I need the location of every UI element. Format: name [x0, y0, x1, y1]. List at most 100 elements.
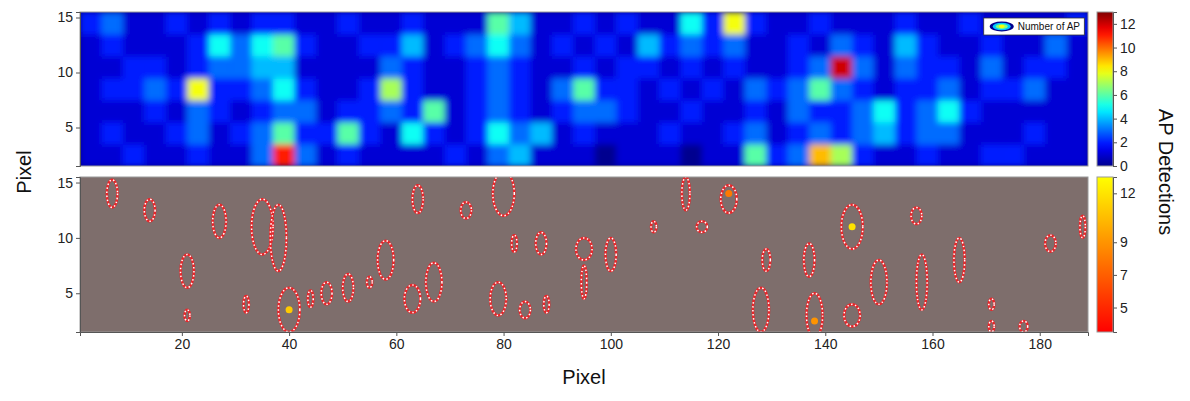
heatmap-cell: [423, 12, 445, 35]
heatmap-cell: [466, 56, 488, 79]
heatmap-cell: [80, 78, 102, 101]
heatmap-cell: [552, 56, 574, 79]
heatmap-cell: [595, 12, 617, 35]
heatmap-cell: [745, 122, 767, 145]
heatmap-cell: [402, 144, 424, 166]
heatmap-cell: [659, 122, 681, 145]
heatmap-cell: [745, 100, 767, 123]
heatmap-cell: [1024, 78, 1046, 101]
heatmap-cell: [681, 122, 703, 145]
heatmap-cell: [294, 56, 316, 79]
tick: 5: [65, 285, 80, 301]
points: [286, 190, 856, 324]
region-contour: [651, 221, 656, 232]
heatmap-cell: [466, 78, 488, 101]
heatmap-cell: [831, 144, 853, 166]
heatmap-cell: [466, 144, 488, 166]
heatmap-cell: [809, 144, 831, 166]
heatmap-cell: [552, 122, 574, 145]
heatmap-cell: [402, 100, 424, 123]
heatmap-cell: [487, 78, 509, 101]
region-contour: [512, 235, 517, 252]
region-contour: [753, 288, 769, 332]
heatmap-cell: [445, 12, 467, 35]
region-contour: [308, 290, 313, 307]
tick: 8: [1113, 63, 1128, 79]
heatmap-cell: [423, 122, 445, 145]
heatmap-cell: [659, 100, 681, 123]
heatmap-cell: [766, 144, 788, 166]
legend-symbol: [990, 22, 1014, 32]
heatmap-cell: [466, 100, 488, 123]
heatmap-cell: [831, 78, 853, 101]
tick-label: 5: [65, 285, 73, 301]
heatmap-cell: [230, 122, 252, 145]
heatmap-cell: [144, 56, 166, 79]
axis-line: [76, 13, 81, 167]
heatmap-cell: [916, 12, 938, 35]
heatmap-cell: [616, 56, 638, 79]
colorbar-axis: 57912: [1113, 178, 1136, 333]
region-contour: [278, 288, 299, 332]
heatmap-cell: [638, 78, 660, 101]
heatmap-cell: [144, 12, 166, 35]
heatmap-cell: [895, 144, 917, 166]
colorbar-axis: 024681012: [1113, 13, 1136, 174]
heatmap-cell: [745, 56, 767, 79]
tick: 120: [707, 332, 731, 352]
region-contour: [321, 282, 332, 304]
tick-mark: [1113, 95, 1117, 96]
heatmap-cell: [1067, 100, 1088, 123]
heatmap-cell: [316, 122, 338, 145]
heatmap-cell: [809, 34, 831, 57]
region-contour: [576, 238, 592, 260]
heatmap-cell: [80, 12, 102, 35]
heatmap-cell: [273, 56, 295, 79]
heatmap-cell: [316, 56, 338, 79]
heatmap-cell: [831, 34, 853, 57]
heatmap-cell: [874, 12, 896, 35]
region-contour: [989, 321, 994, 332]
heatmap-cell: [144, 144, 166, 166]
heatmap-cell: [616, 100, 638, 123]
tick: 60: [389, 332, 405, 352]
heatmap-cell: [1024, 34, 1046, 57]
heatmap-cell: [166, 78, 188, 101]
heatmap-cell: [831, 100, 853, 123]
region-contour: [807, 293, 823, 332]
heatmap-cell: [681, 34, 703, 57]
region-contour: [911, 207, 922, 224]
heatmap-cells: [80, 12, 1088, 166]
heatmap-cell: [230, 144, 252, 166]
heatmap-cell: [788, 34, 810, 57]
region-contour: [343, 274, 354, 302]
heatmap-cell: [487, 100, 509, 123]
heatmap-cell: [316, 12, 338, 35]
heatmap-cell: [981, 122, 1003, 145]
tick-label: 40: [282, 336, 298, 352]
region-contour: [461, 202, 472, 219]
heatmap-cell: [595, 34, 617, 57]
heatmap-cell: [402, 122, 424, 145]
heatmap-cell: [359, 78, 381, 101]
tick-mark: [1113, 71, 1117, 72]
heatmap-cell: [402, 56, 424, 79]
heatmap-cell: [101, 100, 123, 123]
heatmap-cell: [1024, 56, 1046, 79]
region-contour: [270, 205, 286, 271]
colorbar-title: AP Detections: [1155, 109, 1177, 235]
heatmap-cell: [166, 144, 188, 166]
region-contour: [844, 304, 860, 326]
heatmap-cell: [337, 34, 359, 57]
heatmap-cell: [959, 144, 981, 166]
region-contour: [576, 238, 592, 260]
heatmap-cell: [895, 34, 917, 57]
heatmap-cell: [445, 78, 467, 101]
heatmap-cell: [252, 12, 274, 35]
x-axis-title: Pixel: [562, 366, 605, 388]
legend-symbol: [996, 24, 1008, 29]
tick: 0: [1113, 158, 1128, 174]
heatmap-cell: [101, 122, 123, 145]
heatmap-cell: [252, 56, 274, 79]
tick: 10: [1113, 40, 1136, 56]
